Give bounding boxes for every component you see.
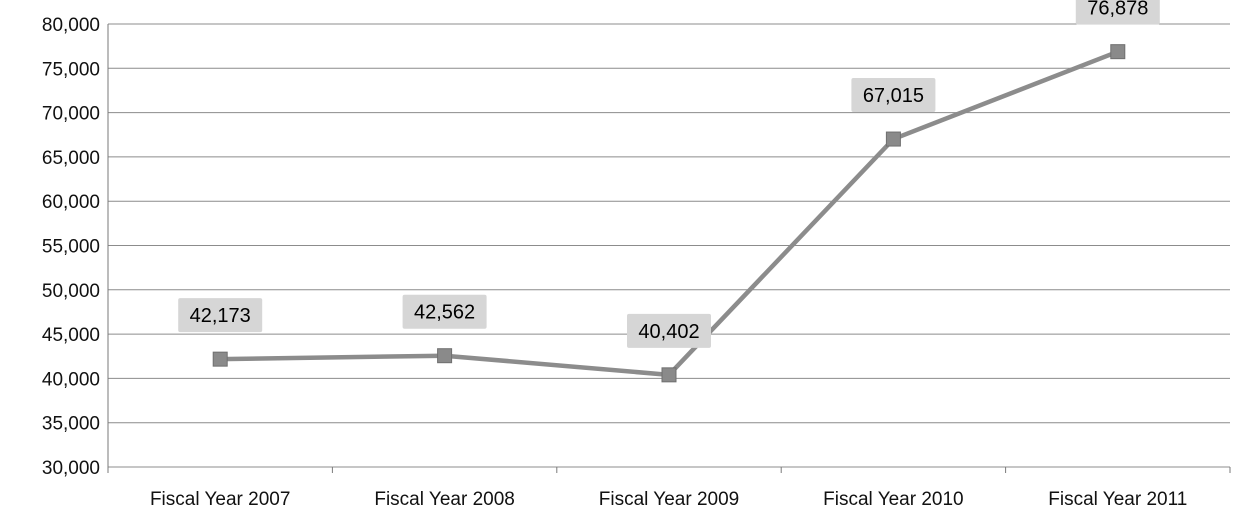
data-label-box [1075, 0, 1160, 25]
y-tick-label: 60,000 [42, 192, 100, 213]
x-tick-label: Fiscal Year 2010 [823, 489, 964, 510]
y-tick-label: 45,000 [42, 325, 100, 346]
data-label: 42,173 [190, 305, 251, 327]
data-label-box [627, 313, 711, 348]
data-label: 42,562 [414, 302, 475, 324]
y-tick-label: 40,000 [42, 369, 100, 390]
data-point-marker [885, 131, 901, 147]
x-tick-label: Fiscal Year 2011 [1048, 489, 1187, 510]
y-tick-label: 30,000 [42, 458, 100, 479]
data-label: 40,402 [638, 321, 699, 343]
y-tick-label: 80,000 [42, 15, 100, 36]
x-axis: Fiscal Year 2007 Fiscal Year 2008 Fiscal Y… [107, 467, 1231, 510]
data-label: 76,878 [1087, 0, 1148, 20]
data-point-marker [1110, 44, 1126, 60]
y-tick-label: 70,000 [42, 104, 100, 125]
gridlines [108, 23, 1230, 468]
data-label: 67,015 [863, 85, 924, 107]
x-tick-label: Fiscal Year 2008 [374, 489, 515, 510]
x-tick-label: Fiscal Year 2007 [150, 489, 291, 510]
data-label-box [402, 294, 487, 329]
y-tick-label: 75,000 [42, 59, 100, 80]
y-axis: 30,000 35,000 40,000 45,000 50,000 55,000 60,0… [42, 15, 109, 479]
data-labels: 42,173 42,562 40,402 67,015 76,878 [178, 0, 1160, 348]
y-tick-label: 35,000 [42, 414, 100, 435]
data-point-marker [661, 367, 677, 383]
data-point-marker [212, 351, 228, 367]
x-tick-label: Fiscal Year 2009 [599, 489, 740, 510]
data-point-marker [437, 348, 453, 364]
data-label-box [178, 298, 263, 333]
series-line [212, 44, 1126, 383]
y-tick-label: 55,000 [42, 237, 100, 258]
data-label-box [851, 78, 936, 113]
y-tick-label: 50,000 [42, 281, 100, 302]
y-tick-label: 65,000 [42, 148, 100, 169]
